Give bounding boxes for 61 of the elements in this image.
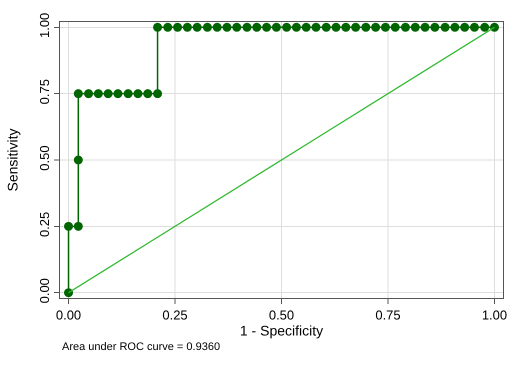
point [222,22,232,32]
point [163,22,172,32]
point [202,22,212,32]
point [272,22,281,32]
point [74,222,83,231]
point [440,22,450,32]
point [153,89,162,98]
point [262,22,272,32]
point [351,22,360,32]
point [361,22,370,32]
point [420,22,430,32]
y-tick-label: 0.75 [36,79,52,104]
point [74,156,83,164]
x-axis-title: 1 - Specificity [240,322,324,339]
point [64,222,74,231]
point [302,22,311,32]
x-tick-label: 0.25 [162,308,188,323]
y-tick-label: 0.00 [36,278,52,304]
point [242,22,252,32]
point [312,22,320,32]
point [94,89,103,98]
point [173,22,182,32]
point [133,89,142,98]
point [470,22,479,32]
x-tick-label: 0.75 [375,308,401,323]
point [64,288,74,298]
point [292,22,301,32]
y-tick-label: 0.25 [36,212,52,238]
x-tick-label: 0.00 [56,308,82,323]
point [232,22,242,32]
point [212,22,222,32]
y-axis-title: Sensitivity [4,128,20,192]
point [104,89,113,98]
point [143,89,152,98]
point [460,22,470,32]
point [450,22,460,32]
y-tick-label: 1.00 [36,12,52,38]
x-tick-label: 1.00 [482,308,508,323]
point [84,89,94,98]
point [113,89,122,98]
point [480,22,490,32]
point [74,89,83,98]
point [322,22,331,32]
text: Area under ROC curve = 0.9360 [62,341,220,353]
x-tick-label: 0.50 [268,308,294,323]
point [153,22,162,32]
point [252,22,262,32]
point [192,22,202,32]
point [341,22,350,32]
point [124,89,133,98]
point [430,22,440,32]
point [410,22,420,32]
y-tick-label: 0.50 [36,145,52,171]
point [332,22,341,32]
point [390,22,400,32]
point [490,22,499,32]
point [380,22,390,32]
point [282,22,292,32]
point [182,22,192,32]
point [371,22,380,32]
point [400,22,410,32]
